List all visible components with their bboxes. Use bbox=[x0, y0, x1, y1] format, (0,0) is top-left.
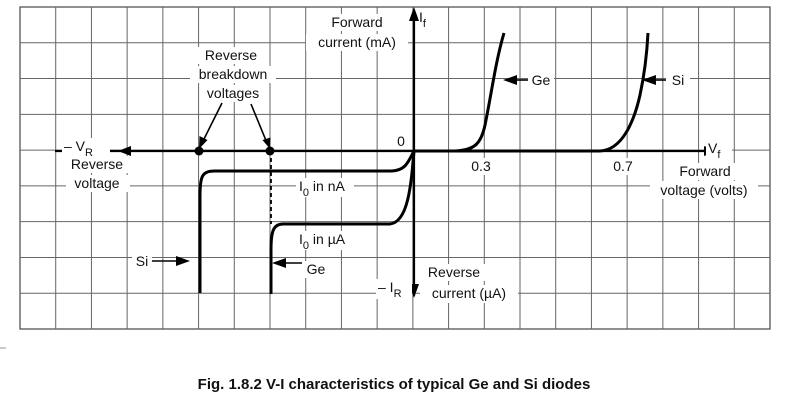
reverse-current-label-line2: current (µA) bbox=[432, 285, 506, 301]
origin-label: 0 bbox=[397, 133, 405, 149]
figure-caption: Fig. 1.8.2 V-I characteristics of typica… bbox=[198, 376, 591, 393]
ge-breakdown-point bbox=[265, 146, 275, 156]
si-reverse-label: Si bbox=[136, 253, 148, 269]
if-axis-label: If bbox=[419, 9, 427, 30]
forward-voltage-label-line2: voltage (volts) bbox=[660, 182, 747, 198]
io-ua-label: I0 in µA bbox=[299, 231, 346, 252]
forward-voltage-label-line1: Forward bbox=[679, 163, 730, 179]
reverse-breakdown-label-line3: voltages bbox=[207, 85, 259, 101]
breakdown-pointer-si bbox=[201, 102, 223, 144]
reverse-breakdown-label-line2: breakdown bbox=[199, 66, 268, 82]
vertical-axis-up-arrow bbox=[409, 7, 419, 21]
grid-border bbox=[19, 6, 771, 330]
reverse-breakdown-label-line1: Reverse bbox=[205, 47, 257, 63]
ge-reverse-curve bbox=[269, 150, 416, 294]
si-reverse-pointer-head bbox=[176, 256, 190, 266]
ge-forward-label: Ge bbox=[532, 72, 551, 88]
tick-0-7-label: 0.7 bbox=[613, 158, 633, 174]
si-reverse-curve bbox=[198, 150, 416, 293]
ge-reverse-pointer-head bbox=[272, 258, 286, 268]
forward-current-label-line2: current (mA) bbox=[318, 34, 396, 50]
vf-axis-label: Vf bbox=[708, 140, 721, 161]
reverse-voltage-label-line1: Reverse bbox=[71, 156, 123, 172]
ge-reverse-label: Ge bbox=[307, 261, 326, 277]
si-forward-pointer-head bbox=[642, 75, 656, 85]
reverse-current-label-line1: Reverse bbox=[428, 264, 480, 280]
vr-axis-label: – VR bbox=[64, 138, 93, 159]
ir-axis-label: – IR bbox=[378, 279, 402, 300]
si-breakdown-point bbox=[194, 146, 204, 156]
io-na-label: I0 in nA bbox=[299, 178, 345, 199]
si-forward-curve bbox=[414, 32, 650, 153]
reverse-voltage-label-line2: voltage bbox=[74, 175, 119, 191]
forward-current-label-line1: Forward bbox=[331, 14, 382, 30]
breakdown-pointer-ge bbox=[250, 103, 268, 144]
ge-forward-curve bbox=[414, 32, 506, 153]
tick-0-3-label: 0.3 bbox=[471, 158, 491, 174]
breakdown-pointer-ge-head bbox=[262, 137, 271, 149]
si-forward-label: Si bbox=[672, 72, 684, 88]
ge-forward-pointer-head bbox=[503, 75, 517, 85]
horizontal-axis-left-arrow bbox=[118, 146, 131, 156]
breakdown-pointer-si-head bbox=[199, 136, 208, 149]
